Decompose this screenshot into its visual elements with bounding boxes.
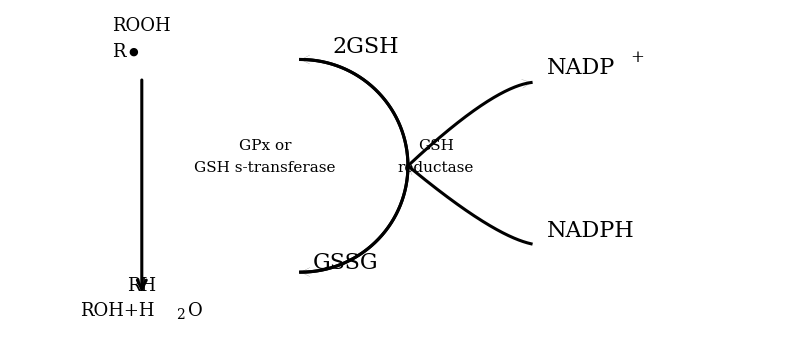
Text: GSSG: GSSG <box>313 252 378 274</box>
Text: RH: RH <box>127 277 156 295</box>
Text: GSH: GSH <box>418 139 454 153</box>
Text: ROOH: ROOH <box>113 17 171 35</box>
Text: 2GSH: 2GSH <box>333 36 399 58</box>
Text: ROH+H: ROH+H <box>80 302 154 320</box>
Text: GSH s-transferase: GSH s-transferase <box>194 161 336 175</box>
Text: ●: ● <box>128 47 138 57</box>
Text: NADPH: NADPH <box>547 220 634 242</box>
Text: +: + <box>630 49 644 66</box>
Text: NADP: NADP <box>547 57 615 79</box>
Text: R: R <box>113 44 126 62</box>
Text: GPx or: GPx or <box>238 139 291 153</box>
Text: reductase: reductase <box>398 161 474 175</box>
Text: 2: 2 <box>176 308 185 322</box>
Text: O: O <box>188 302 202 320</box>
